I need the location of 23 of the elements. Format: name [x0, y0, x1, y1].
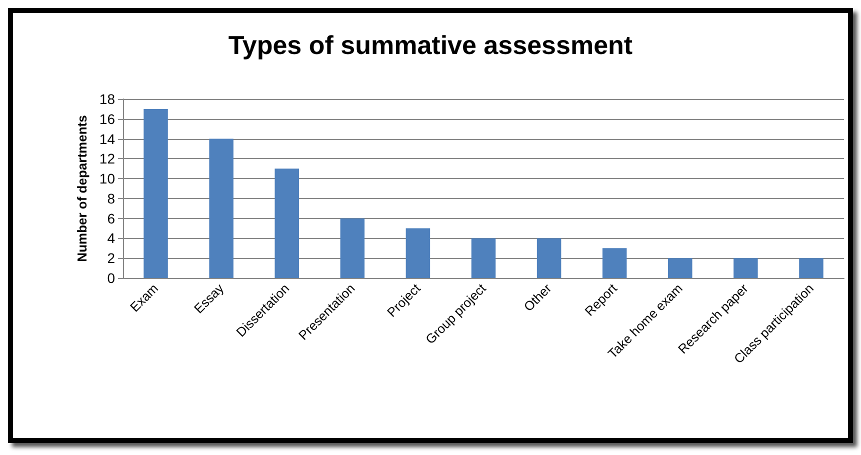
- y-axis-title: Number of departments: [74, 115, 90, 262]
- bar: [144, 108, 168, 278]
- bar: [471, 238, 496, 278]
- y-tick-label: 8: [107, 190, 116, 206]
- chart-title: Types of summative assessment: [228, 30, 633, 60]
- y-tick-label: 16: [99, 110, 116, 127]
- bar: [536, 238, 562, 278]
- bar: [340, 218, 365, 278]
- y-tick-label: 0: [107, 270, 116, 286]
- y-tick-label: 14: [99, 130, 116, 147]
- y-tick-label: 10: [99, 170, 116, 187]
- bar: [668, 258, 692, 278]
- bar: [274, 168, 299, 278]
- bar: [734, 258, 758, 278]
- bar: [406, 228, 430, 278]
- bar: [799, 258, 824, 278]
- bar: [602, 248, 627, 278]
- y-tick-label: 12: [99, 150, 116, 167]
- y-tick-label: 4: [107, 230, 116, 246]
- y-tick-label: 2: [107, 250, 116, 266]
- y-tick-label: 18: [99, 91, 116, 107]
- bar: [209, 138, 234, 278]
- y-tick-label: 6: [107, 210, 116, 226]
